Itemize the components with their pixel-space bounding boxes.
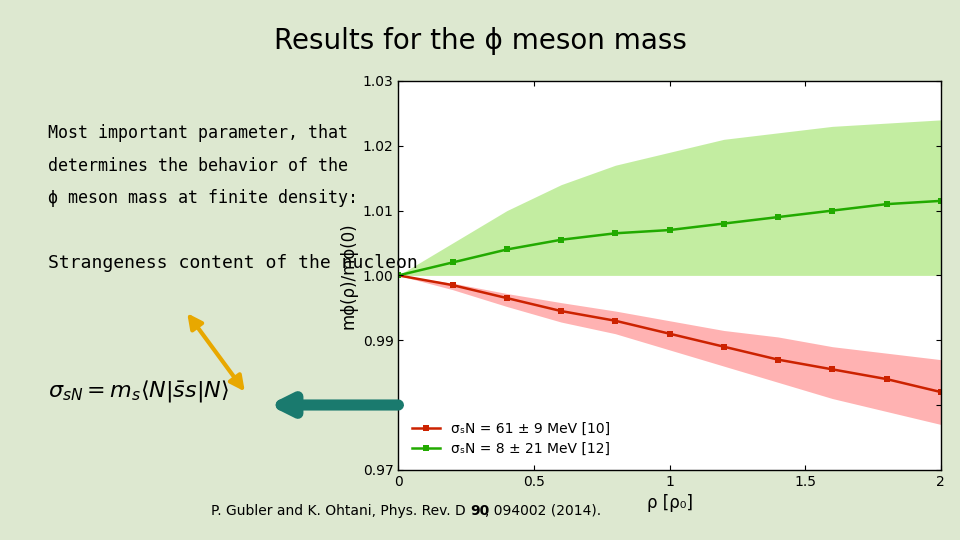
Y-axis label: mϕ(ρ)/mϕ(0): mϕ(ρ)/mϕ(0) — [339, 222, 357, 329]
Text: Strangeness content of the nucleon: Strangeness content of the nucleon — [48, 254, 418, 272]
σₛN = 61 ± 9 MeV [10] — [718, 343, 730, 350]
σₛN = 61 ± 9 MeV [10] — [880, 376, 892, 382]
Text: P. Gubler and K. Ohtani, Phys. Rev. D: P. Gubler and K. Ohtani, Phys. Rev. D — [211, 504, 470, 518]
σₛN = 8 ± 21 MeV [12] — [610, 230, 621, 237]
σₛN = 61 ± 9 MeV [10] — [501, 295, 513, 301]
Text: 90: 90 — [470, 504, 490, 518]
σₛN = 61 ± 9 MeV [10] — [827, 366, 838, 373]
σₛN = 8 ± 21 MeV [12] — [827, 207, 838, 214]
σₛN = 61 ± 9 MeV [10] — [663, 330, 675, 337]
Text: determines the behavior of the: determines the behavior of the — [48, 157, 348, 174]
σₛN = 8 ± 21 MeV [12] — [772, 214, 783, 220]
σₛN = 8 ± 21 MeV [12] — [663, 227, 675, 233]
σₛN = 61 ± 9 MeV [10] — [772, 356, 783, 363]
Line: σₛN = 61 ± 9 MeV [10]: σₛN = 61 ± 9 MeV [10] — [395, 272, 945, 395]
Legend: σₛN = 61 ± 9 MeV [10], σₛN = 8 ± 21 MeV [12]: σₛN = 61 ± 9 MeV [10], σₛN = 8 ± 21 MeV … — [405, 415, 617, 463]
σₛN = 8 ± 21 MeV [12] — [393, 272, 404, 279]
σₛN = 8 ± 21 MeV [12] — [501, 246, 513, 253]
X-axis label: ρ [ρ₀]: ρ [ρ₀] — [647, 494, 692, 512]
σₛN = 61 ± 9 MeV [10] — [610, 318, 621, 324]
σₛN = 8 ± 21 MeV [12] — [718, 220, 730, 227]
Text: ϕ meson mass at finite density:: ϕ meson mass at finite density: — [48, 189, 358, 207]
Text: Results for the ϕ meson mass: Results for the ϕ meson mass — [274, 27, 686, 55]
Text: , 094002 (2014).: , 094002 (2014). — [485, 504, 601, 518]
σₛN = 61 ± 9 MeV [10] — [393, 272, 404, 279]
Line: σₛN = 8 ± 21 MeV [12]: σₛN = 8 ± 21 MeV [12] — [395, 198, 945, 279]
Text: $\sigma_{sN} = m_s \langle N|\bar{s}s|N\rangle$: $\sigma_{sN} = m_s \langle N|\bar{s}s|N\… — [48, 378, 229, 404]
Text: Most important parameter, that: Most important parameter, that — [48, 124, 348, 142]
σₛN = 61 ± 9 MeV [10] — [555, 308, 566, 314]
σₛN = 8 ± 21 MeV [12] — [446, 259, 459, 266]
σₛN = 8 ± 21 MeV [12] — [880, 201, 892, 207]
σₛN = 61 ± 9 MeV [10] — [935, 389, 947, 395]
σₛN = 8 ± 21 MeV [12] — [555, 237, 566, 243]
σₛN = 61 ± 9 MeV [10] — [446, 282, 459, 288]
σₛN = 8 ± 21 MeV [12] — [935, 198, 947, 204]
